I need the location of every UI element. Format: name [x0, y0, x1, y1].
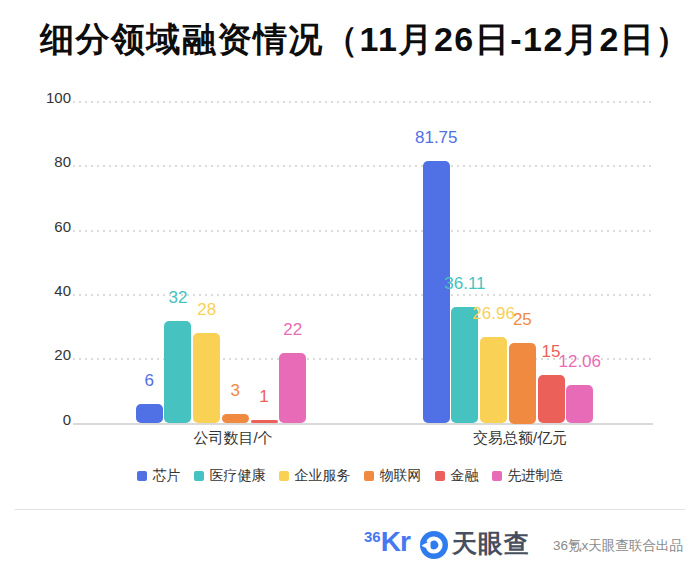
- legend-item-chip[interactable]: 芯片: [137, 467, 181, 485]
- bar-advanced-manufacturing-companies: [279, 353, 306, 424]
- y-tick-20: 20: [18, 347, 71, 363]
- bar-chip-companies: [136, 404, 163, 423]
- footer-divider: [15, 509, 685, 510]
- legend-item-healthcare[interactable]: 医疗健康: [194, 467, 266, 485]
- legend-swatch-enterprise-services: [279, 471, 289, 481]
- legend-label-healthcare: 医疗健康: [210, 467, 266, 485]
- bar-value-healthcare-amount: 36.11: [444, 275, 485, 292]
- legend-swatch-iot: [364, 471, 374, 481]
- legend-label-finance: 金融: [451, 467, 479, 485]
- chart-legend: 芯片 医疗健康 企业服务 物联网 金融 先进制造: [0, 467, 700, 485]
- bar-value-enterprise-services-companies: 28: [197, 301, 216, 318]
- legend-item-enterprise-services[interactable]: 企业服务: [279, 467, 351, 485]
- legend-label-iot: 物联网: [380, 467, 422, 485]
- x-axis-line: [73, 423, 653, 425]
- bar-healthcare-companies: [164, 321, 191, 424]
- legend-swatch-advanced-manufacturing: [492, 471, 502, 481]
- gridline-60: [73, 230, 653, 232]
- bar-advanced-manufacturing-amount: [566, 385, 593, 424]
- bar-value-advanced-manufacturing-amount: 12.06: [558, 353, 601, 370]
- gridline-100: [73, 101, 653, 103]
- bar-iot-amount: [509, 343, 536, 423]
- bar-enterprise-services-companies: [193, 333, 220, 423]
- legend-label-chip: 芯片: [153, 467, 181, 485]
- legend-item-advanced-manufacturing[interactable]: 先进制造: [492, 467, 564, 485]
- legend-swatch-chip: [137, 471, 147, 481]
- legend-swatch-finance: [435, 471, 445, 481]
- bar-value-healthcare-companies: 32: [168, 289, 187, 306]
- gridline-40: [73, 294, 653, 296]
- bar-value-chip-companies: 6: [145, 372, 154, 389]
- bar-value-iot-amount: 25: [513, 311, 532, 328]
- y-tick-80: 80: [18, 154, 71, 170]
- bar-enterprise-services-amount: [480, 337, 507, 424]
- bar-finance-companies: [251, 420, 278, 423]
- bar-iot-companies: [222, 414, 249, 424]
- bar-value-advanced-manufacturing-companies: 22: [283, 321, 302, 338]
- legend-label-enterprise-services: 企业服务: [295, 467, 351, 485]
- bar-healthcare-amount: [451, 307, 478, 423]
- gridline-80: [73, 165, 653, 167]
- bar-value-enterprise-services-amount: 26.96: [472, 305, 515, 322]
- legend-item-iot[interactable]: 物联网: [364, 467, 422, 485]
- legend-label-advanced-manufacturing: 先进制造: [508, 467, 564, 485]
- x-axis-label-amount: 交易总额/亿元: [473, 429, 567, 448]
- bar-value-finance-companies: 1: [259, 388, 268, 405]
- x-axis-label-companies: 公司数目/个: [193, 429, 272, 448]
- bar-value-iot-companies: 3: [231, 382, 240, 399]
- legend-item-finance[interactable]: 金融: [435, 467, 479, 485]
- bar-value-chip-amount: 81.75: [415, 129, 458, 146]
- y-tick-40: 40: [18, 283, 71, 299]
- y-tick-100: 100: [18, 90, 71, 106]
- y-tick-0: 0: [18, 412, 71, 428]
- y-tick-60: 60: [18, 219, 71, 235]
- bar-chart: 020406080100681.753236.112826.9632511522…: [0, 0, 700, 572]
- bar-finance-amount: [538, 375, 565, 423]
- legend-swatch-healthcare: [194, 471, 204, 481]
